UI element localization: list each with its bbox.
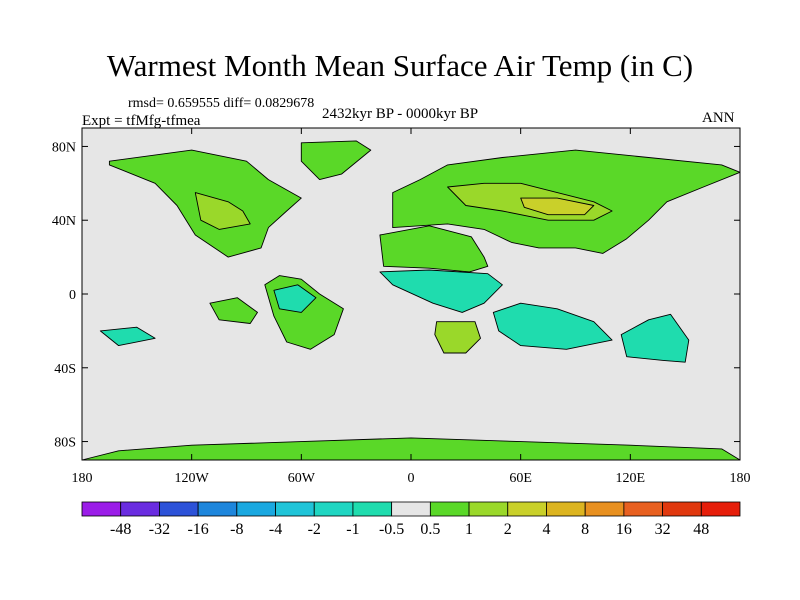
fill-region-9 <box>492 302 613 350</box>
colorbar-label: -8 <box>230 521 243 538</box>
y-tick-label: 80N <box>52 140 76 155</box>
x-tick-label: 120W <box>175 471 210 486</box>
fill-region-6 <box>379 225 489 273</box>
fill-region-1 <box>194 192 251 230</box>
x-tick-label: 180 <box>730 471 751 486</box>
y-tick-label: 40S <box>54 362 76 377</box>
colorbar-label: 48 <box>693 521 709 538</box>
colorbar-label: -4 <box>269 521 282 538</box>
colorbar-bin <box>313 501 354 517</box>
y-tick-label: 0 <box>69 288 76 303</box>
period-label: 2432kyr BP - 0000kyr BP <box>322 106 479 122</box>
fill-region-7 <box>379 269 503 313</box>
colorbar-label: -1 <box>346 521 359 538</box>
colorbar-bin <box>584 501 625 517</box>
fill-region-12 <box>620 313 690 363</box>
colorbar-label: 32 <box>655 521 671 538</box>
fill-region-2 <box>300 140 372 181</box>
season-label: ANN <box>702 110 735 126</box>
fill-region-5 <box>520 197 595 216</box>
experiment-label: Expt = tfMfg-tfmea <box>82 113 201 129</box>
colorbar-bin <box>159 501 199 517</box>
colorbar-bin <box>391 501 431 517</box>
colorbar-label: 2 <box>504 521 512 538</box>
colorbar-label: 4 <box>542 521 550 538</box>
colorbar-label: -48 <box>110 521 131 538</box>
colorbar-bin <box>81 501 122 517</box>
y-tick-label: 80S <box>54 436 76 451</box>
fill-region-11 <box>273 284 317 313</box>
chart-title: Warmest Month Mean Surface Air Temp (in … <box>106 48 694 83</box>
colorbar-label: 1 <box>465 521 473 538</box>
x-tick-label: 120E <box>616 471 646 486</box>
colorbar-label: -2 <box>308 521 321 538</box>
fill-region-14 <box>99 326 156 347</box>
x-tick-label: 60E <box>509 471 532 486</box>
colorbar-bin <box>546 501 586 517</box>
colorbar-bin <box>429 501 470 517</box>
x-tick-label: 60W <box>288 471 316 486</box>
x-tick-label: 180 <box>72 471 93 486</box>
map-axes: 180 120W 60W 0 60E 120E 180 80N 40N 0 40S 80S <box>52 127 751 486</box>
x-tick-label: 0 <box>408 471 415 486</box>
colorbar: -48 -32 -16 -8 -4 -2 -1 -0.5 0.5 1 2 4 8 16 32 48 <box>81 501 741 538</box>
fill-region-8 <box>434 321 481 354</box>
colorbar-bin <box>662 501 702 517</box>
colorbar-label: 16 <box>616 521 632 538</box>
colorbar-label: 8 <box>581 521 589 538</box>
colorbar-bin <box>352 501 393 517</box>
colorbar-label: -0.5 <box>379 521 404 538</box>
y-tick-label: 40N <box>52 214 76 229</box>
fill-region-13 <box>209 297 258 324</box>
colorbar-label: -16 <box>187 521 208 538</box>
colorbar-bin <box>623 501 663 517</box>
colorbar-bin <box>197 501 238 517</box>
colorbar-bin <box>275 501 315 517</box>
colorbar-bin <box>120 501 160 517</box>
colorbar-label: -32 <box>149 521 170 538</box>
colorbar-bin <box>700 501 741 517</box>
colorbar-bin <box>468 501 509 517</box>
colorbar-label: 0.5 <box>420 521 440 538</box>
stats-text: rmsd= 0.659555 diff= 0.0829678 <box>128 96 315 111</box>
colorbar-bin <box>236 501 276 517</box>
map-plot-area <box>81 128 741 461</box>
colorbar-bin <box>507 501 547 517</box>
